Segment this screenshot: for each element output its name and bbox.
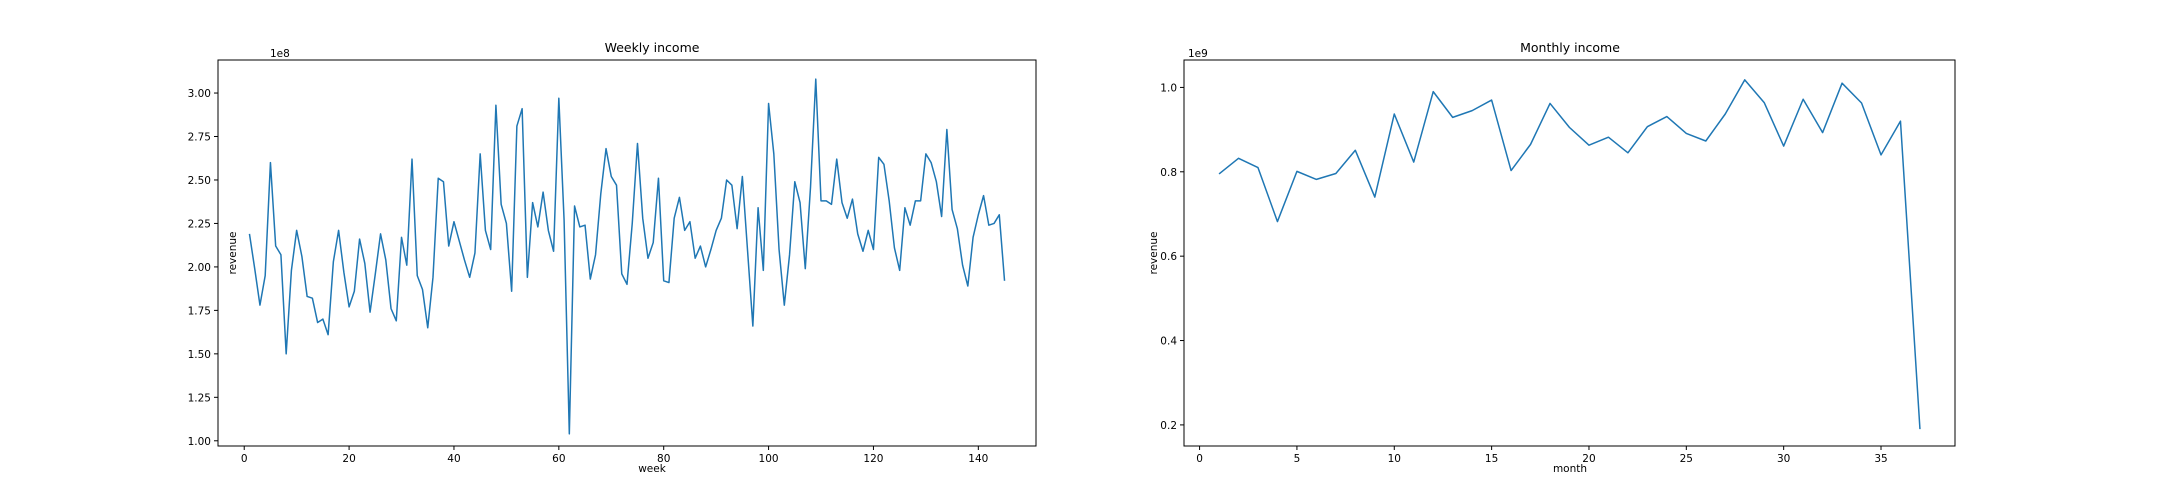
chart-title: Monthly income [1520, 40, 1620, 55]
y-tick-label: 2.00 [188, 262, 211, 274]
plot-frame [1183, 59, 1956, 447]
series-line [248, 78, 1006, 435]
y-tick-label: 0.8 [1160, 167, 1177, 179]
monthly-income-chart: Monthly income 1e9 revenue month 0 5 10 15 2… [1148, 40, 1956, 475]
x-tick-label: 120 [863, 453, 883, 465]
x-tick-label: 10 [1388, 453, 1401, 465]
y-tick-label: 1.00 [188, 436, 211, 448]
y-tick-label: 1.25 [188, 392, 211, 404]
y-axis-label: revenue [227, 232, 239, 275]
chart-title: Weekly income [605, 40, 700, 55]
x-tick-label: 0 [1196, 453, 1203, 465]
y-axis-label: revenue [1148, 232, 1160, 275]
y-tick-label: 2.25 [188, 218, 211, 230]
x-tick-label: 30 [1777, 453, 1790, 465]
x-tick-label: 100 [759, 453, 779, 465]
y-tick-label: 2.50 [188, 175, 211, 187]
plot-frame [217, 59, 1037, 447]
x-tick-label: 15 [1485, 453, 1498, 465]
y-offset-label: 1e8 [270, 48, 290, 60]
y-tick-label: 0.6 [1160, 251, 1177, 263]
y-tick-label: 1.75 [188, 305, 211, 317]
x-tick-label: 35 [1874, 453, 1887, 465]
y-tick-label: 1.50 [188, 349, 211, 361]
y-tick-label: 0.4 [1160, 336, 1177, 348]
x-tick-label: 5 [1294, 453, 1301, 465]
x-tick-label: 40 [447, 453, 460, 465]
x-tick-label: 60 [552, 453, 565, 465]
y-tick-label: 0.2 [1160, 420, 1177, 432]
x-tick-label: 0 [241, 453, 248, 465]
x-axis-label: month [1553, 463, 1587, 475]
series-line [1218, 79, 1921, 430]
y-offset-label: 1e9 [1188, 48, 1208, 60]
x-tick-label: 80 [657, 453, 670, 465]
y-tick-label: 2.75 [188, 132, 211, 144]
y-tick-label: 1.0 [1160, 82, 1177, 94]
x-tick-label: 25 [1680, 453, 1693, 465]
x-tick-label: 20 [1582, 453, 1595, 465]
x-axis-label: week [638, 463, 667, 475]
x-tick-label: 140 [968, 453, 988, 465]
x-tick-label: 20 [342, 453, 355, 465]
weekly-income-chart: Weekly income 1e8 revenue week 0 20 40 60 80… [188, 40, 1037, 475]
y-tick-label: 3.00 [188, 88, 211, 100]
